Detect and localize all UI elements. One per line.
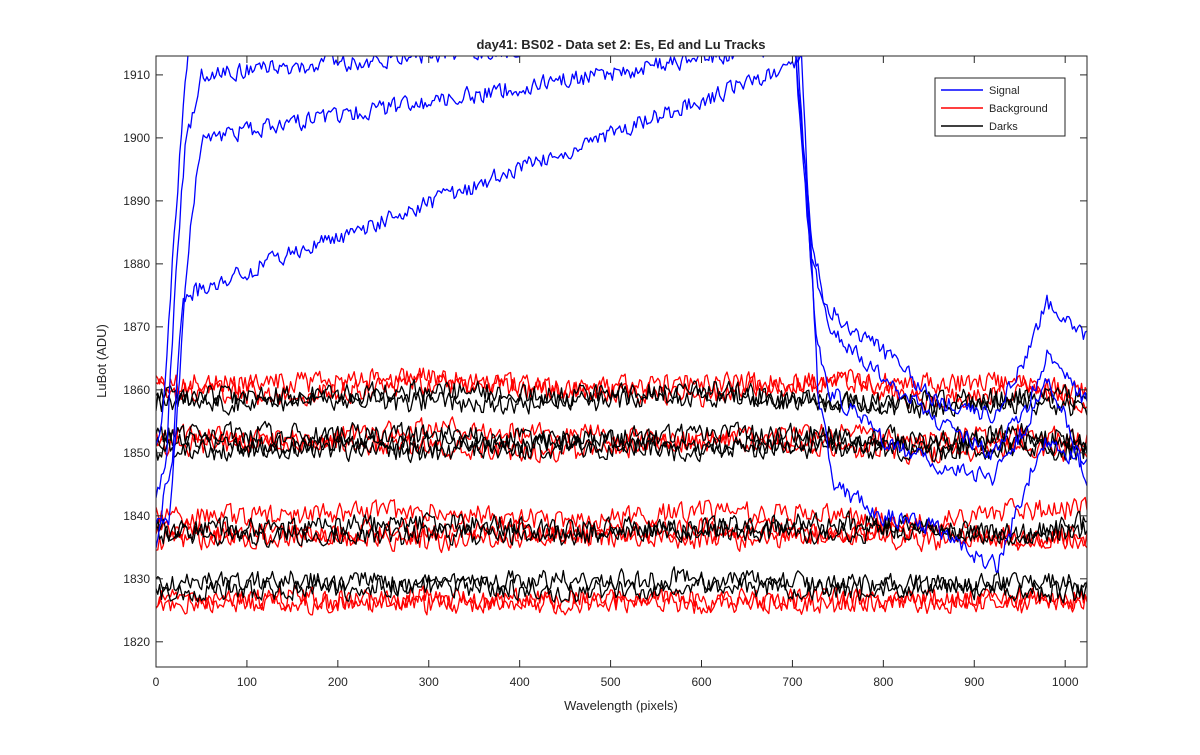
- series-line-darks: [156, 385, 1087, 419]
- plot-frame: [155, 55, 1088, 668]
- series-line-signal: [156, 56, 1087, 499]
- y-tick-label: 1910: [123, 68, 150, 82]
- series-line-darks: [156, 429, 1087, 460]
- y-tick-label: 1870: [123, 320, 150, 334]
- series-line-background: [156, 523, 1087, 554]
- ticks-layer: 0 100 200 300 400 500 600 700 800 900 1000 1820 1830…: [123, 56, 1087, 689]
- x-tick-label: 100: [237, 675, 257, 689]
- legend-label-signal: Signal: [989, 85, 1020, 97]
- series-layer: [156, 56, 1087, 616]
- series-line-darks: [156, 434, 1087, 464]
- x-tick-label: 900: [964, 675, 984, 689]
- y-tick-label: 1880: [123, 257, 150, 271]
- x-axis-label: Wavelength (pixels): [564, 698, 678, 713]
- y-tick-label: 1830: [123, 572, 150, 586]
- x-tick-label: 600: [691, 675, 711, 689]
- series-line-darks: [156, 378, 1087, 415]
- series-line-darks: [156, 566, 1087, 597]
- x-tick-label: 200: [328, 675, 348, 689]
- legend-label-darks: Darks: [989, 121, 1018, 133]
- x-tick-label: 500: [601, 675, 621, 689]
- y-tick-label: 1900: [123, 131, 150, 145]
- y-axis-label: LuBot (ADU): [94, 324, 109, 398]
- y-tick-label: 1860: [123, 383, 150, 397]
- x-tick-label: 300: [419, 675, 439, 689]
- x-tick-label: 1000: [1052, 675, 1079, 689]
- plot-area: [156, 56, 1087, 667]
- y-tick-label: 1890: [123, 194, 150, 208]
- y-tick-label: 1840: [123, 509, 150, 523]
- series-line-signal: [156, 56, 1087, 446]
- series-line-darks: [156, 515, 1087, 548]
- legend-label-background: Background: [989, 103, 1048, 115]
- series-line-signal: [156, 56, 1087, 526]
- y-tick-label: 1820: [123, 635, 150, 649]
- chart-title: day41: BS02 - Data set 2: Es, Ed and Lu …: [476, 37, 765, 52]
- x-tick-label: 700: [782, 675, 802, 689]
- x-tick-label: 800: [873, 675, 893, 689]
- series-line-darks: [156, 573, 1087, 604]
- x-tick-label: 400: [510, 675, 530, 689]
- series-line-signal: [156, 56, 1087, 573]
- series-line-background: [156, 367, 1087, 401]
- legend: Signal Background Darks: [934, 77, 1066, 137]
- x-tick-label: 0: [153, 675, 160, 689]
- y-tick-label: 1850: [123, 446, 150, 460]
